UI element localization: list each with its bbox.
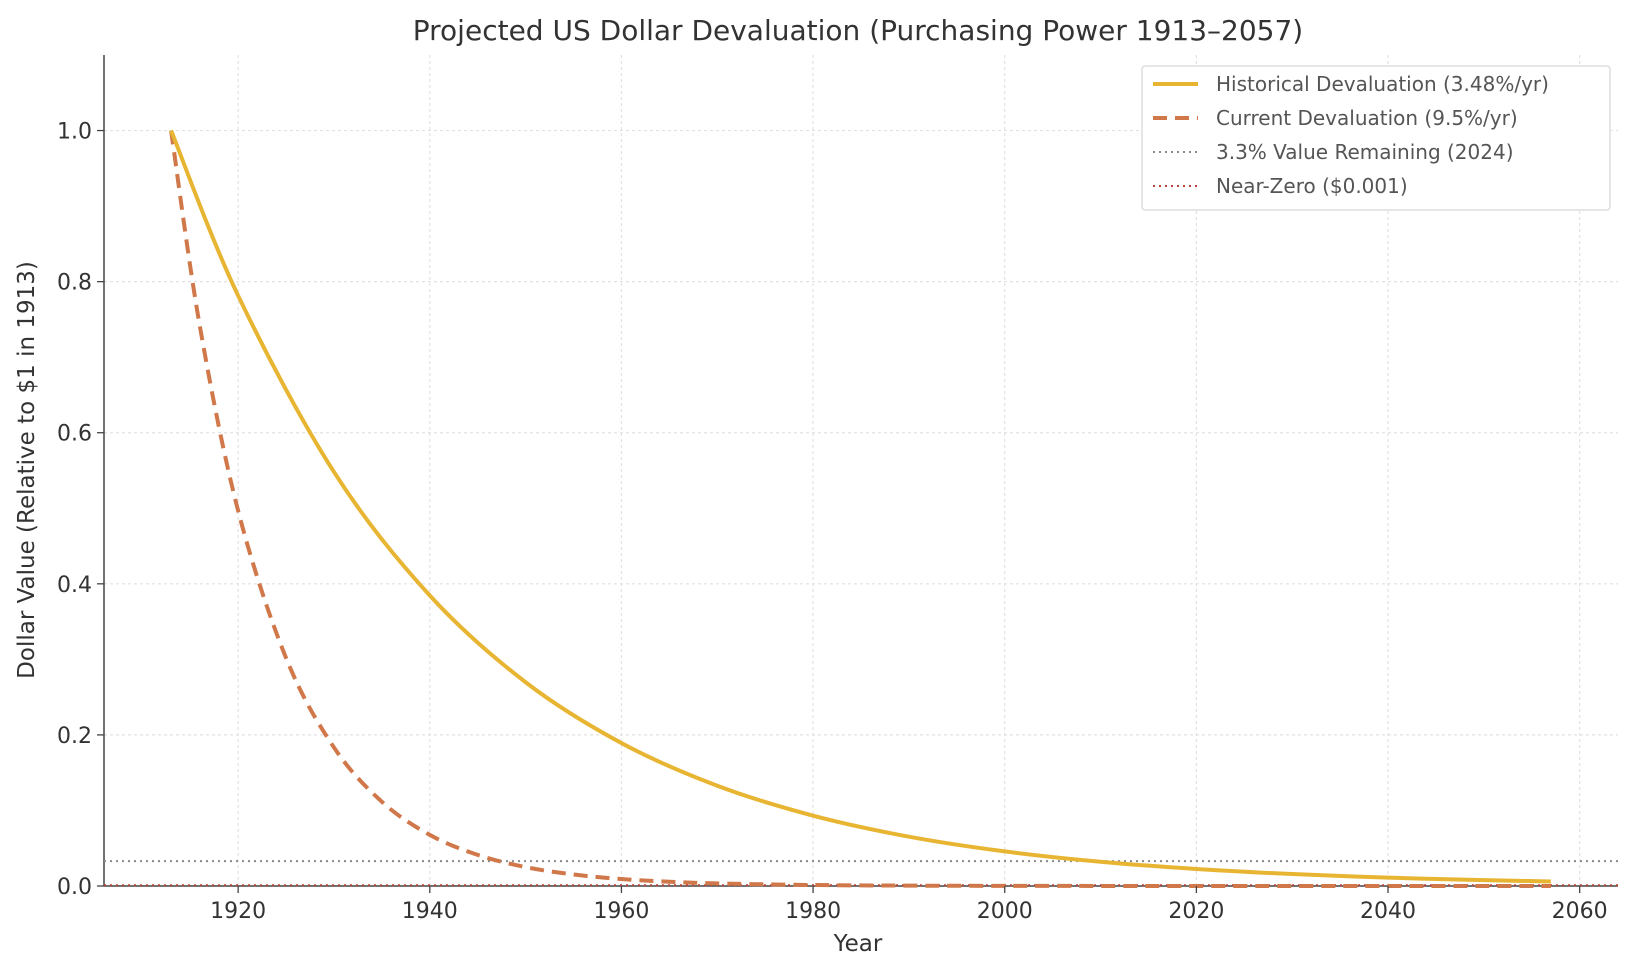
legend-label-4: Near-Zero ($0.001) xyxy=(1216,174,1408,198)
y-tick-label: 0.8 xyxy=(57,271,92,296)
ticks-layer: 1920 1940 1960 1980 2000 2020 2040 2060 0.0 0.2 0.… xyxy=(57,120,1608,924)
x-tick-label: 1940 xyxy=(402,899,458,924)
series-layer xyxy=(104,129,1618,889)
legend-label-2: Current Devaluation (9.5%/yr) xyxy=(1216,106,1518,130)
series-line-2 xyxy=(169,130,1551,889)
chart-title: Projected US Dollar Devaluation (Purchas… xyxy=(413,14,1303,47)
x-axis-label: Year xyxy=(833,931,883,957)
x-tick-label: 1980 xyxy=(785,899,841,924)
y-tick-label: 0.0 xyxy=(57,875,92,900)
series-line-1 xyxy=(169,129,1551,884)
legend-items: Historical Devaluation (3.48%/yr) Current… xyxy=(1153,72,1549,198)
x-tick-label: 2000 xyxy=(977,899,1033,924)
x-tick-label: 2040 xyxy=(1360,899,1416,924)
y-tick-label: 0.2 xyxy=(57,724,92,749)
y-tick-label: 0.6 xyxy=(57,422,92,447)
legend-label-3: 3.3% Value Remaining (2024) xyxy=(1216,140,1514,164)
x-tick-label: 2020 xyxy=(1168,899,1224,924)
legend-box xyxy=(1141,65,1611,211)
y-tick-label: 0.4 xyxy=(57,573,92,598)
x-tick-label: 1960 xyxy=(593,899,649,924)
y-axis-label: Dollar Value (Relative to $1 in 1913) xyxy=(14,261,40,679)
y-tick-label: 1.0 xyxy=(57,120,92,145)
legend: Historical Devaluation (3.48%/yr) Current… xyxy=(1141,65,1611,211)
x-tick-label: 1920 xyxy=(210,899,266,924)
x-tick-label: 2060 xyxy=(1552,899,1608,924)
legend-label-1: Historical Devaluation (3.48%/yr) xyxy=(1216,72,1549,96)
